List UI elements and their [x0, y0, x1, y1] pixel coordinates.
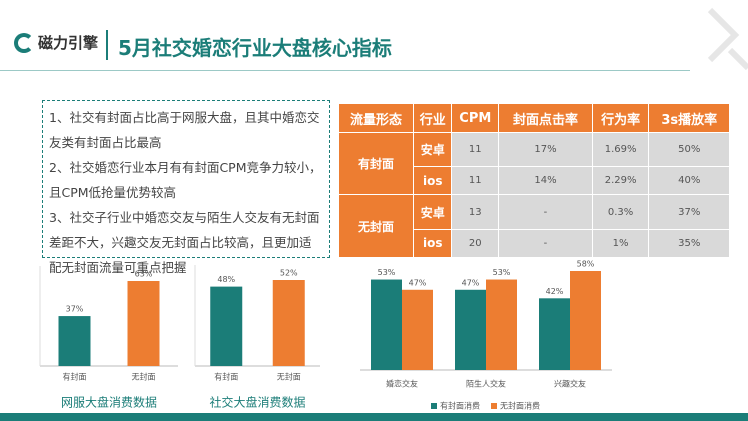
corner-decoration: [707, 7, 748, 71]
data-label: 52%: [280, 269, 298, 278]
value-cell: 2.29%: [591, 166, 650, 196]
x-tick-label: 兴趣交友: [554, 379, 586, 389]
platform-cell: ios: [413, 228, 453, 259]
x-tick-label: 有封面: [214, 372, 238, 382]
x-tick-label: 婚恋交友: [386, 379, 418, 389]
chart-title: 网服大盘消费数据: [61, 395, 157, 410]
x-tick-label: 无封面: [132, 372, 156, 382]
data-label: 58%: [577, 260, 595, 269]
header-cell: 行业: [413, 103, 453, 133]
logo-icon: [14, 32, 34, 53]
value-cell: 14%: [498, 166, 593, 196]
value-cell: -: [498, 194, 593, 230]
data-label: 53%: [378, 268, 396, 277]
note-line: 1、社交有封面占比高于网服大盘，且其中婚恋交友类有封面占比最高: [49, 110, 320, 150]
value-cell: 35%: [648, 228, 730, 259]
table-row: ios 20-1% 35%: [339, 228, 730, 259]
value-cell: 11: [451, 166, 500, 196]
logo-text: 磁力引擎: [38, 34, 99, 52]
header-cell: 行为率: [591, 103, 650, 133]
value-cell: 50%: [648, 131, 730, 168]
data-label: 47%: [462, 278, 480, 287]
legend-label: 有封面消费: [440, 401, 480, 411]
note-line: 2、社交婚恋行业本月有有封面CPM竞争力较小，且CPM低抢量优势较高: [49, 160, 322, 200]
bar: [455, 289, 486, 370]
value-cell: 1%: [591, 228, 650, 259]
notes-box: 1、社交有封面占比高于网服大盘，且其中婚恋交友类有封面占比最高 2、社交婚恋行业本…: [42, 100, 330, 275]
bar: [127, 281, 160, 366]
bar: [570, 271, 601, 370]
logo: 磁力引擎: [14, 32, 98, 53]
data-label: 63%: [135, 270, 153, 279]
value-cell: 11: [451, 131, 500, 168]
value-cell: 1.69%: [591, 131, 650, 168]
chart-title: 社交大盘消费数据: [209, 395, 305, 410]
header-row: 流量形态 行业 CPM 封面点击率 行为率 3s播放率: [337, 103, 730, 133]
footer-bar: [0, 413, 748, 421]
platform-cell: ios: [413, 166, 453, 196]
metrics-table: 流量形态 行业 CPM 封面点击率 行为率 3s播放率 有封面 安卓 11 17% 1.69% 50%…: [337, 103, 730, 259]
legend-swatch: [491, 403, 497, 409]
bar: [58, 316, 91, 366]
legend-swatch: [431, 403, 437, 409]
table-row: ios 11 14% 2.29% 40%: [339, 166, 730, 196]
value-cell: -: [498, 228, 593, 259]
value-cell: 40%: [648, 166, 730, 196]
data-label: 48%: [217, 275, 235, 284]
header-cell: 封面点击率: [498, 103, 593, 133]
bar: [272, 280, 305, 366]
value-cell: 20: [451, 228, 500, 259]
bar: [210, 286, 243, 366]
group-cell: 有封面: [337, 131, 415, 196]
value-cell: 0.3%: [591, 194, 650, 230]
header-cell: 流量形态: [337, 103, 415, 133]
data-label: 42%: [546, 287, 564, 296]
x-tick-label: 陌生人交友: [466, 379, 506, 389]
value-cell: 37%: [648, 194, 730, 230]
bar: [371, 279, 402, 370]
note-line: 3、社交子行业中婚恋交友与陌生人交友有无封面差距不大，兴趣交友无封面占比较高，且…: [49, 210, 320, 275]
header-cell: CPM: [451, 103, 500, 133]
data-label: 53%: [493, 268, 511, 277]
x-tick-label: 有封面: [63, 372, 87, 382]
data-label: 37%: [66, 305, 84, 314]
bar: [539, 298, 570, 370]
table-row: 有封面 安卓 11 17% 1.69% 50%: [337, 131, 730, 196]
data-label: 47%: [409, 278, 427, 287]
x-tick-label: 无封面: [277, 372, 301, 382]
bar: [402, 289, 433, 370]
group-cell: 无封面: [337, 194, 415, 258]
value-cell: 13: [451, 194, 500, 230]
value-cell: 17%: [498, 131, 593, 168]
header-rule: [0, 70, 690, 71]
table-row: 无封面 安卓 13-0.3% 37%: [337, 194, 730, 258]
platform-cell: 安卓: [413, 194, 453, 230]
bar: [486, 279, 517, 370]
divider: [106, 30, 108, 60]
platform-cell: 安卓: [413, 131, 453, 168]
slide-title: 5月社交婚恋行业大盘核心指标: [118, 36, 392, 60]
legend-label: 无封面消费: [500, 401, 540, 411]
